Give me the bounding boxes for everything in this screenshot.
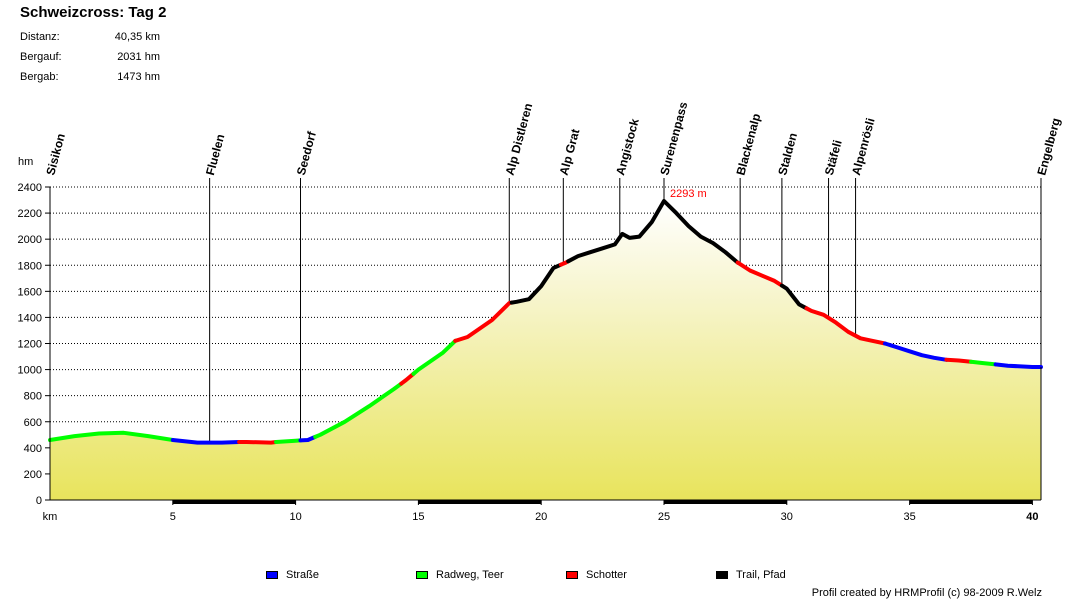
profile-segment bbox=[298, 434, 318, 443]
legend-item-schotter: Schotter bbox=[566, 569, 627, 581]
waypoint-label: Stalden bbox=[775, 131, 800, 176]
waypoint-label: Alp Distleren bbox=[503, 102, 536, 177]
profile-segment bbox=[566, 199, 740, 265]
profile-segment bbox=[969, 359, 998, 367]
profile-segment bbox=[399, 371, 416, 386]
profile-segment bbox=[779, 283, 809, 311]
profile-segment bbox=[509, 262, 563, 305]
legend-label-radweg: Radweg, Teer bbox=[436, 569, 504, 581]
peak-label: 2293 m bbox=[670, 188, 707, 200]
y-axis-label: hm bbox=[18, 156, 33, 168]
waypoint-label: Angistock bbox=[613, 117, 642, 177]
profile-segment bbox=[170, 438, 242, 445]
stat-label-ascent: Bergauf: bbox=[20, 51, 62, 63]
x-tick-label: 5 bbox=[170, 511, 176, 523]
y-tick-label: 400 bbox=[24, 443, 42, 455]
profile-area bbox=[50, 201, 1041, 500]
y-tick-label: 1000 bbox=[18, 365, 42, 377]
x-axis-label: km bbox=[43, 511, 58, 523]
y-tick-label: 2400 bbox=[18, 182, 42, 194]
legend-label-strasse: Straße bbox=[286, 569, 320, 581]
y-tick-label: 600 bbox=[24, 417, 42, 429]
profile-segment bbox=[735, 260, 784, 288]
waypoint-label: Alp Grat bbox=[557, 127, 583, 176]
legend-swatch-schotter bbox=[566, 571, 578, 579]
profile-segment bbox=[274, 438, 303, 444]
legend-label-schotter: Schotter bbox=[586, 569, 627, 581]
waypoint-label: Fluelen bbox=[203, 133, 227, 177]
profile-segment bbox=[883, 341, 949, 362]
x-tick-label: 35 bbox=[903, 511, 915, 523]
legend-swatch-strasse bbox=[266, 571, 278, 579]
legend-swatch-trail bbox=[716, 571, 728, 579]
legend-swatch-radweg bbox=[416, 571, 428, 579]
y-tick-label: 800 bbox=[24, 391, 42, 403]
x-tick-label: 15 bbox=[412, 511, 424, 523]
profile-segment bbox=[993, 362, 1043, 369]
waypoint-label: Surenenpass bbox=[657, 100, 690, 177]
stat-value-distance: 40,35 km bbox=[114, 31, 160, 43]
distance-bar-segment bbox=[172, 500, 296, 504]
y-tick-label: 200 bbox=[24, 469, 42, 481]
x-tick-label: 25 bbox=[658, 511, 670, 523]
x-tick-label: 40 bbox=[1026, 511, 1038, 523]
y-tick-label: 1200 bbox=[18, 339, 42, 351]
waypoint-label: Alpenrösli bbox=[849, 116, 878, 176]
stat-label-descent: Bergab: bbox=[20, 71, 59, 83]
profile-segment bbox=[237, 440, 278, 445]
profile-segment bbox=[48, 430, 175, 442]
waypoint-label: Engelberg bbox=[1034, 116, 1063, 176]
x-tick-label: 30 bbox=[781, 511, 793, 523]
legend-item-radweg: Radweg, Teer bbox=[416, 569, 504, 581]
distance-bar-segment bbox=[909, 500, 1033, 504]
credit-text: Profil created by HRMProfil (c) 98-2009 … bbox=[811, 587, 1042, 599]
profile-segment bbox=[411, 338, 458, 376]
stat-value-ascent: 2031 hm bbox=[117, 51, 160, 63]
profile-segment bbox=[313, 381, 404, 439]
y-tick-label: 1600 bbox=[18, 286, 42, 298]
y-tick-label: 0 bbox=[36, 495, 42, 507]
x-tick-label: 10 bbox=[289, 511, 301, 523]
waypoint-label: Sisikon bbox=[43, 132, 68, 177]
stat-value-descent: 1473 hm bbox=[117, 71, 160, 83]
y-tick-label: 2000 bbox=[18, 234, 42, 246]
profile-segment bbox=[944, 357, 973, 364]
legend-item-trail: Trail, Pfad bbox=[716, 569, 786, 581]
y-tick-label: 1400 bbox=[18, 312, 42, 324]
y-tick-label: 1800 bbox=[18, 260, 42, 272]
waypoint-label: Stäfeli bbox=[822, 138, 845, 176]
page-title: Schweizcross: Tag 2 bbox=[20, 4, 167, 21]
y-tick-label: 2200 bbox=[18, 208, 42, 220]
stat-label-distance: Distanz: bbox=[20, 31, 60, 43]
x-tick-label: 20 bbox=[535, 511, 547, 523]
waypoint-label: Seedorf bbox=[294, 129, 319, 177]
profile-segment bbox=[804, 306, 887, 346]
distance-bar-segment bbox=[664, 500, 787, 504]
waypoint-label: Blackenalp bbox=[734, 112, 764, 177]
distance-bar-segment bbox=[418, 500, 542, 504]
legend-item-strasse: Straße bbox=[266, 569, 319, 581]
legend-label-trail: Trail, Pfad bbox=[736, 569, 786, 581]
